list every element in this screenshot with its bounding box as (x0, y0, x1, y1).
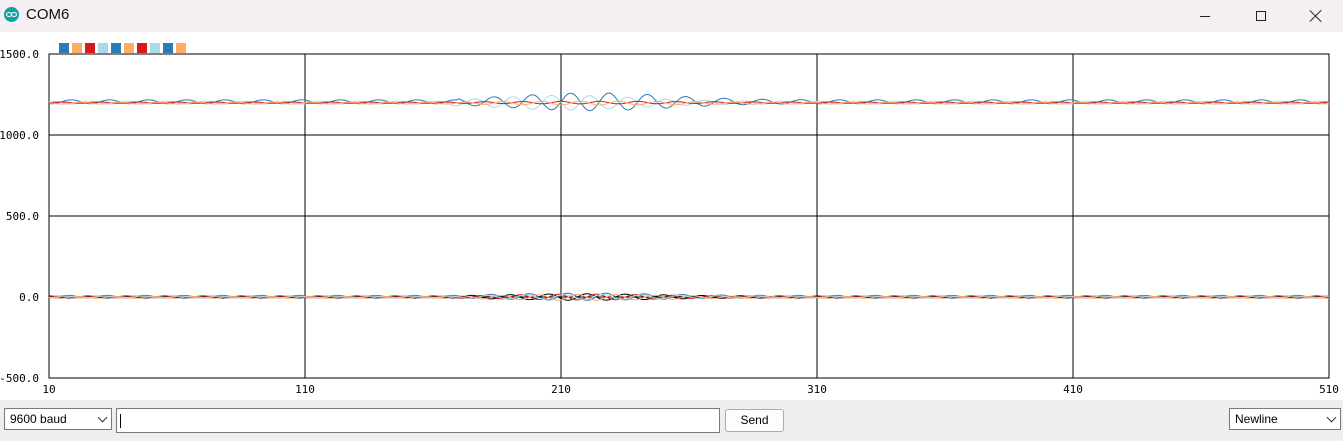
legend-swatch[interactable] (163, 43, 173, 53)
window-title: COM6 (26, 6, 70, 23)
legend-swatch[interactable] (111, 43, 121, 53)
minimize-icon (1200, 15, 1210, 17)
legend-swatch[interactable] (137, 43, 147, 53)
y-tick-label: 1000.0 (0, 129, 39, 142)
baud-rate-select[interactable]: 9600 baud (4, 408, 112, 430)
legend-swatch[interactable] (176, 43, 186, 53)
y-tick-label: 0.0 (19, 291, 39, 304)
chevron-down-icon (97, 412, 108, 423)
title-bar: COM6 (0, 0, 1343, 32)
x-tick-label: 510 (1319, 383, 1339, 396)
series-lines (48, 92, 1330, 301)
x-tick-label: 110 (295, 383, 315, 396)
y-tick-label: 500.0 (6, 210, 39, 223)
legend[interactable] (59, 43, 186, 53)
y-tick-label: 1500.0 (0, 48, 39, 61)
minimize-button[interactable] (1182, 0, 1228, 32)
legend-swatch[interactable] (85, 43, 95, 53)
maximize-icon (1256, 11, 1266, 21)
baud-rate-value: 9600 baud (10, 412, 67, 426)
arduino-icon (4, 7, 19, 22)
legend-swatch[interactable] (59, 43, 69, 53)
send-button[interactable]: Send (725, 409, 784, 432)
x-tick-label: 310 (807, 383, 827, 396)
message-input[interactable] (116, 408, 720, 433)
x-tick-label: 410 (1063, 383, 1083, 396)
series-line (48, 294, 1330, 301)
plot-svg: 10 110 210 310 410 510 1500.0 1000.0 500.0 0.0 -50… (0, 43, 1339, 396)
close-button[interactable] (1293, 0, 1339, 32)
line-ending-value: Newline (1235, 412, 1278, 426)
close-icon (1310, 10, 1322, 22)
legend-swatch[interactable] (72, 43, 82, 53)
serial-plotter: 10 110 210 310 410 510 1500.0 1000.0 500.0 0.0 -50… (0, 36, 1343, 400)
bottom-bar: 9600 baud Send Newline (0, 400, 1343, 441)
series-line (48, 92, 1330, 112)
maximize-button[interactable] (1238, 0, 1284, 32)
series-line (48, 293, 1330, 301)
x-tick-label: 10 (42, 383, 55, 396)
tick-labels: 10 110 210 310 410 510 1500.0 1000.0 500.0 0.0 -50… (0, 48, 1339, 396)
legend-swatch[interactable] (98, 43, 108, 53)
series-line (48, 100, 1330, 106)
legend-swatch[interactable] (150, 43, 160, 53)
text-cursor (120, 414, 121, 428)
y-tick-label: -500.0 (0, 372, 39, 385)
chevron-down-icon (1326, 412, 1337, 423)
line-ending-select[interactable]: Newline (1229, 408, 1341, 430)
x-tick-label: 210 (551, 383, 571, 396)
legend-swatch[interactable] (124, 43, 134, 53)
series-line (48, 100, 1329, 105)
